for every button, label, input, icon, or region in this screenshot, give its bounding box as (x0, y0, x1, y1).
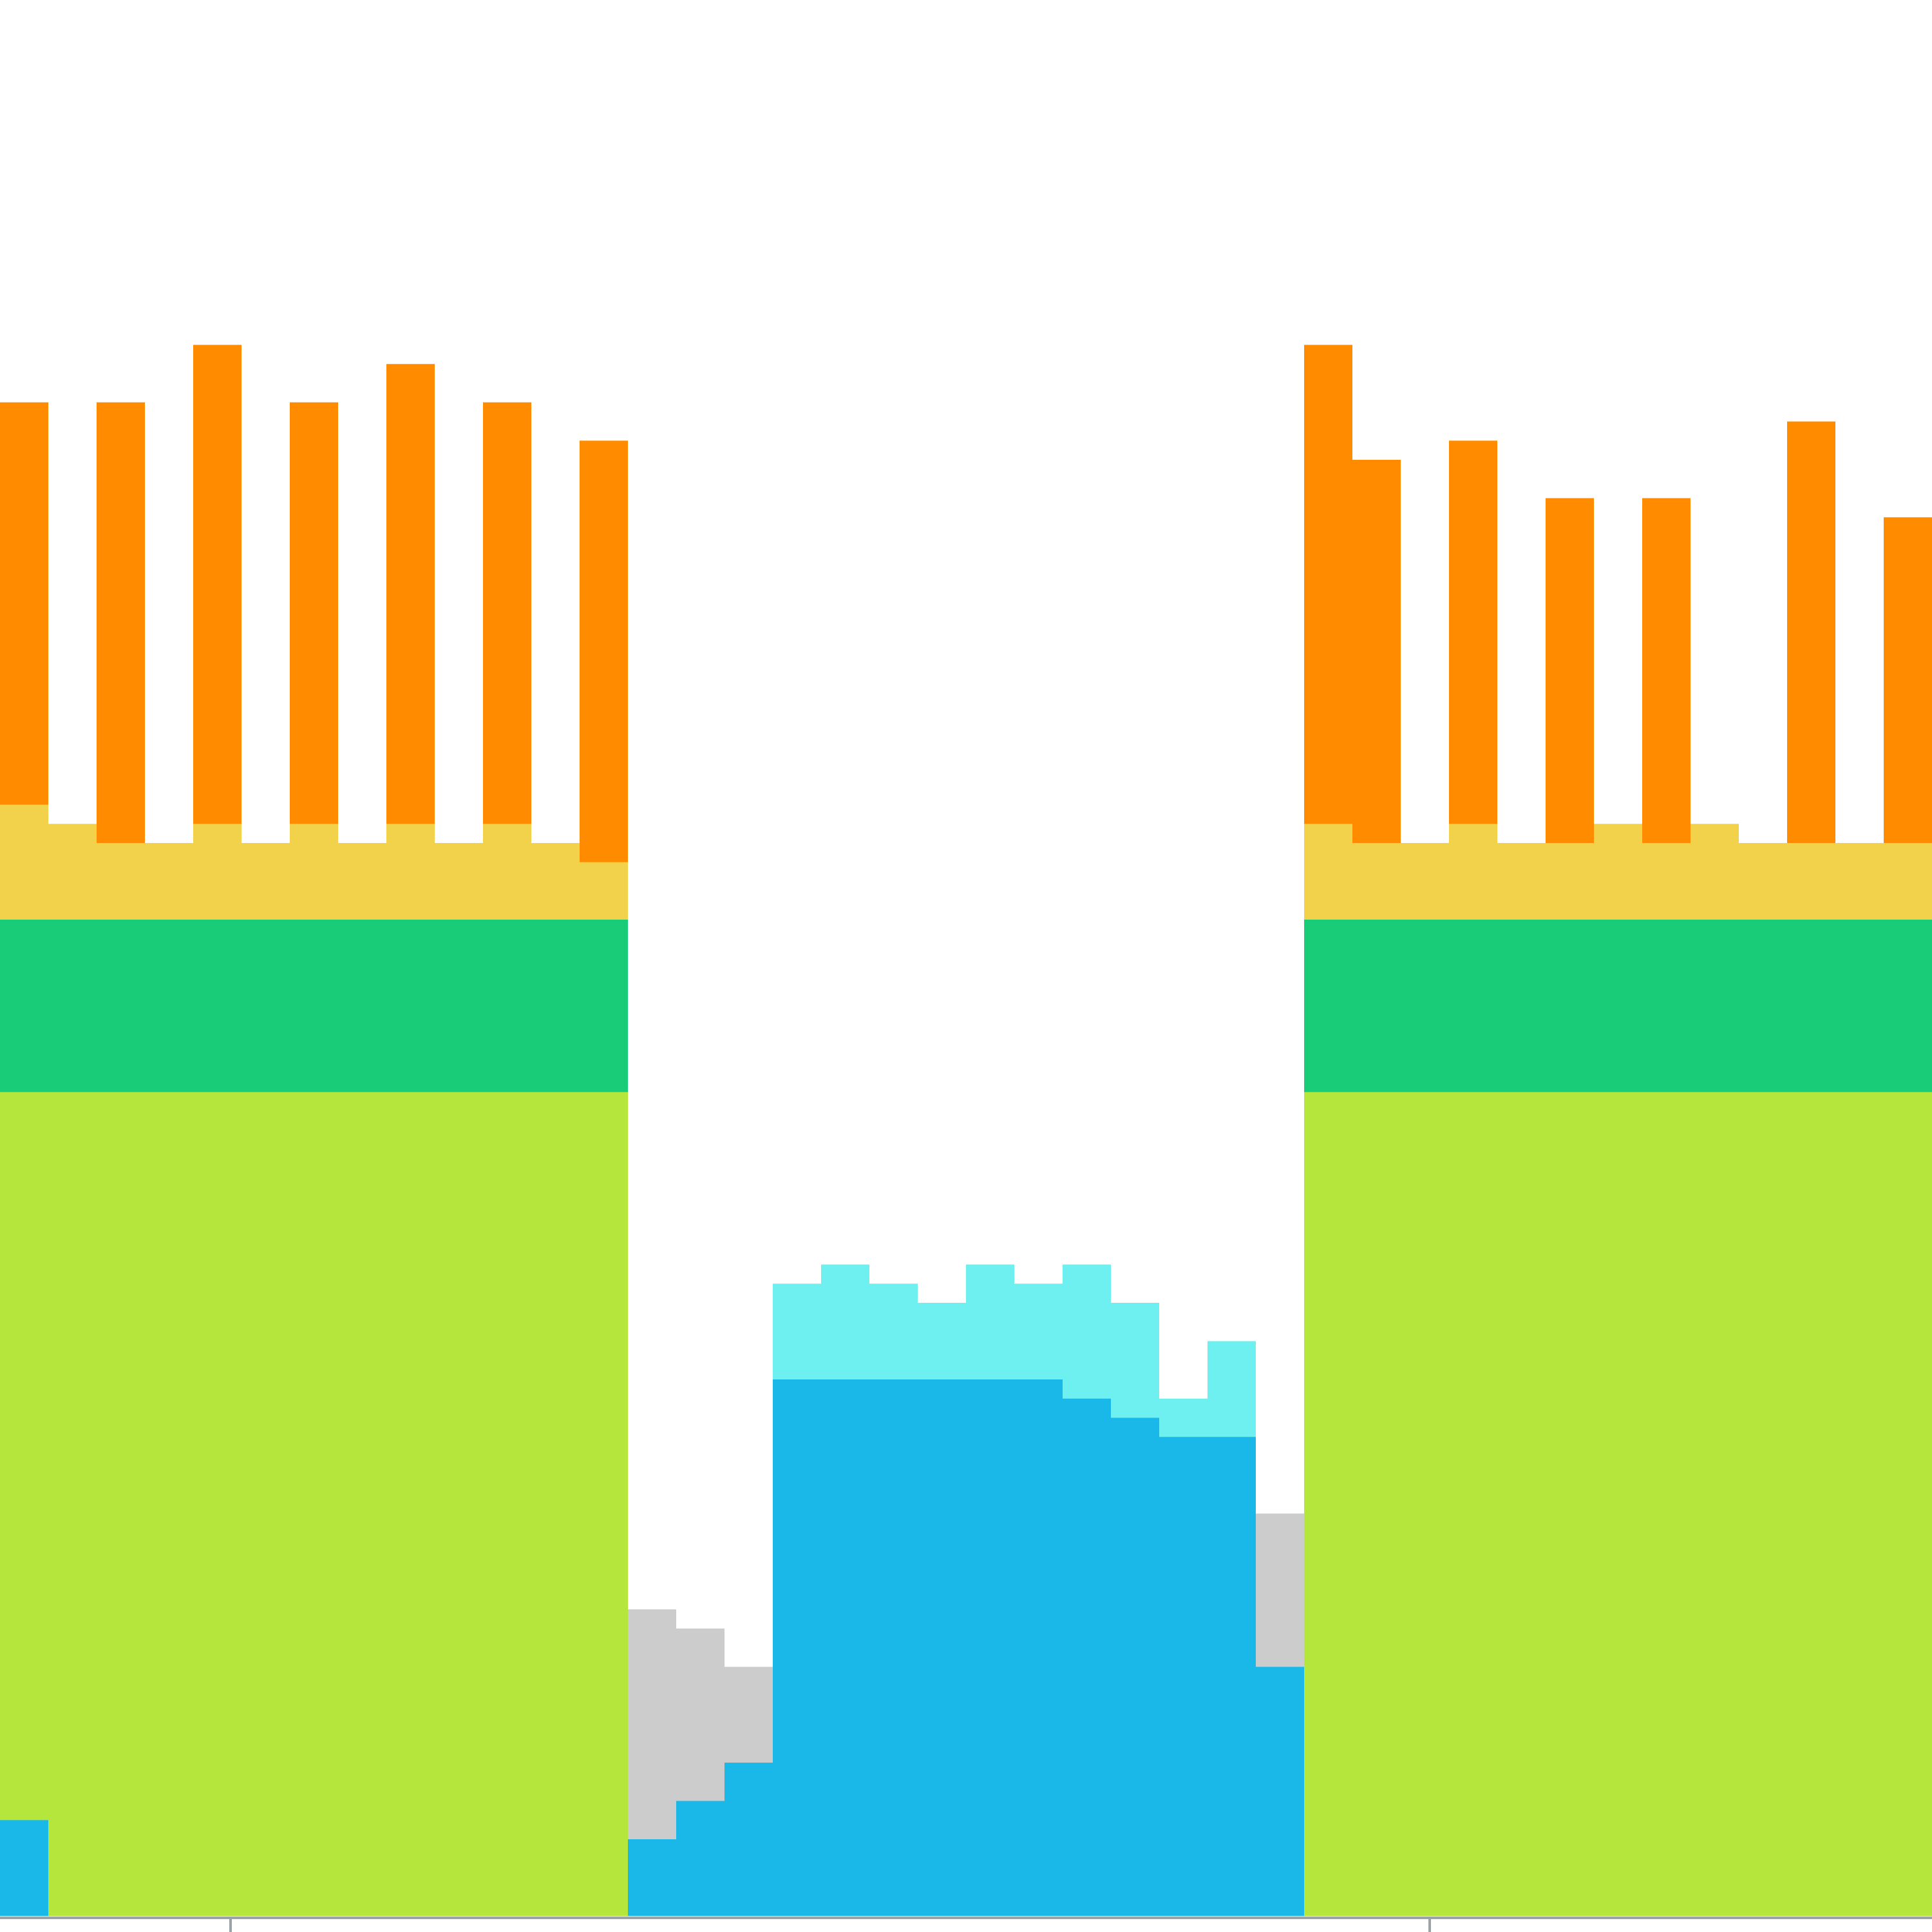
bar (1014, 1379, 1063, 1916)
bar (483, 1092, 531, 1916)
bar (724, 1763, 773, 1916)
bar (1256, 1667, 1304, 1916)
bar (1063, 1398, 1111, 1916)
bar (1111, 1417, 1159, 1916)
bar (869, 1379, 918, 1916)
bar (821, 1379, 869, 1916)
bar (1787, 1092, 1835, 1916)
bar (290, 1092, 338, 1916)
bar (1159, 1437, 1208, 1916)
bar (580, 1092, 628, 1916)
bar (97, 1092, 145, 1916)
bar (1449, 1092, 1497, 1916)
bar (1497, 1092, 1546, 1916)
bar (0, 1092, 48, 1916)
bar (1739, 1092, 1787, 1916)
bar (1690, 1092, 1739, 1916)
bar (1304, 1092, 1352, 1916)
bar (1835, 1092, 1884, 1916)
bar (1884, 1092, 1932, 1916)
bar (435, 1092, 483, 1916)
bar (966, 1379, 1014, 1916)
bar (628, 1839, 676, 1916)
bar (1546, 1092, 1594, 1916)
bar (338, 1092, 386, 1916)
bar (1352, 1092, 1401, 1916)
bar (531, 1092, 580, 1916)
bar (1594, 1092, 1642, 1916)
bar (193, 1092, 242, 1916)
bar (242, 1092, 290, 1916)
bar (676, 1801, 724, 1916)
bar (145, 1092, 193, 1916)
bar (1208, 1437, 1256, 1916)
bar (773, 1379, 821, 1916)
bar (0, 1820, 48, 1916)
bar (1642, 1092, 1690, 1916)
bar (918, 1379, 966, 1916)
bar (1401, 1092, 1449, 1916)
bar (386, 1092, 435, 1916)
bar (48, 1092, 97, 1916)
